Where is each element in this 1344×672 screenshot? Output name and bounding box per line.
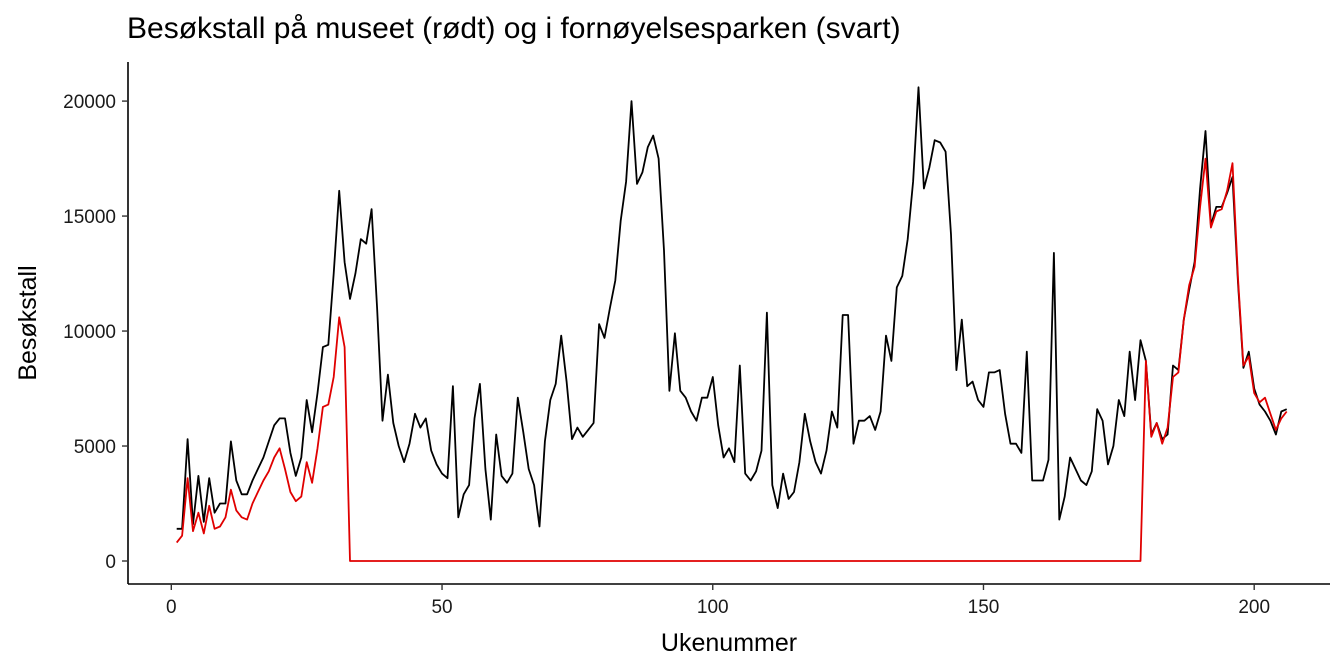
x-tick-label: 150	[968, 597, 1000, 618]
y-axis-title: Besøkstall	[14, 265, 42, 380]
y-tick-label: 5000	[74, 437, 116, 458]
chart-title: Besøkstall på museet (rødt) og i fornøye…	[127, 12, 901, 45]
y-tick-label: 15000	[63, 207, 116, 228]
x-tick-label: 100	[697, 597, 729, 618]
axes	[127, 62, 1330, 585]
x-tick-label: 200	[1238, 597, 1270, 618]
y-tick-label: 10000	[63, 322, 116, 343]
x-tick-label: 0	[166, 597, 177, 618]
y-tick-label: 20000	[63, 92, 116, 113]
y-tick-label: 0	[105, 552, 116, 573]
x-axis-ticks: 0 50 100 150 200	[166, 584, 1270, 618]
park-series-line	[176, 86, 1288, 530]
x-axis-title: Ukenummer	[661, 629, 797, 657]
museum-series-line	[175, 157, 1288, 562]
x-tick-label: 50	[431, 597, 452, 618]
series-lines	[175, 86, 1288, 562]
y-axis-ticks: 0 5000 10000 15000 20000	[63, 92, 128, 573]
